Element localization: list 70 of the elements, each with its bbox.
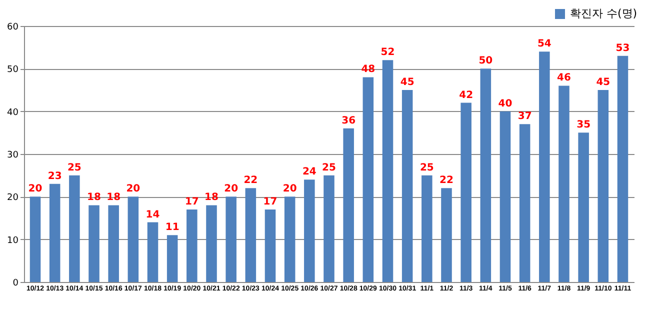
- bar: [519, 124, 530, 282]
- y-tick-label: 20: [7, 193, 19, 204]
- data-label: 48: [361, 64, 376, 76]
- data-label: 54: [537, 38, 552, 50]
- legend-label: 확진자 수(명): [570, 7, 638, 20]
- data-label: 14: [146, 209, 160, 220]
- bar: [108, 205, 119, 282]
- y-tick-label: 10: [7, 236, 19, 246]
- data-label: 20: [224, 184, 238, 195]
- bar: [264, 209, 276, 282]
- data-label: 18: [106, 192, 121, 204]
- bar: [304, 180, 315, 282]
- bar: [382, 60, 394, 282]
- y-tick-label: 60: [7, 22, 19, 32]
- data-label: 46: [557, 72, 571, 84]
- data-label: 20: [126, 184, 140, 195]
- data-label: 17: [184, 196, 199, 208]
- data-label: 22: [244, 175, 258, 186]
- bar: [69, 175, 80, 282]
- bar: [206, 205, 217, 282]
- bar: [245, 188, 256, 282]
- data-label: 24: [302, 166, 316, 178]
- data-label: 45: [596, 77, 610, 88]
- data-label: 23: [48, 170, 62, 182]
- data-label: 40: [498, 98, 512, 110]
- y-tick-label: 40: [7, 108, 19, 118]
- data-label: 25: [67, 162, 82, 174]
- bar: [617, 56, 628, 282]
- bar: [578, 132, 589, 282]
- data-label: 20: [28, 184, 42, 195]
- bar: [30, 196, 41, 282]
- data-label: 36: [342, 115, 356, 126]
- data-label: 37: [518, 111, 532, 122]
- bar: [558, 86, 570, 282]
- bar: [166, 235, 178, 282]
- y-tick-label: 0: [12, 278, 19, 288]
- bar: [49, 184, 60, 282]
- bar: [186, 209, 198, 282]
- bar: [147, 222, 158, 282]
- bar: [500, 111, 511, 282]
- bar: [598, 90, 609, 282]
- data-label: 25: [322, 162, 336, 174]
- data-label: 45: [400, 77, 414, 88]
- data-label: 18: [204, 192, 218, 204]
- bar: [422, 175, 432, 282]
- data-label: 17: [263, 196, 278, 208]
- data-label: 52: [380, 47, 395, 58]
- bar: [460, 102, 472, 282]
- data-label: 53: [616, 42, 630, 54]
- y-tick-label: 50: [7, 65, 19, 76]
- y-tick-label: 30: [7, 150, 19, 160]
- bar: [88, 205, 100, 282]
- data-label: 20: [282, 184, 297, 195]
- bar: [362, 77, 374, 282]
- bar: [441, 188, 452, 282]
- data-label: 18: [87, 192, 102, 204]
- data-label: 50: [478, 56, 493, 67]
- data-label: 35: [576, 120, 591, 131]
- bar: [480, 68, 492, 282]
- bar: [324, 175, 334, 282]
- bar: [128, 196, 139, 282]
- data-label: 22: [440, 175, 454, 186]
- bar: [284, 196, 296, 282]
- data-label: 11: [165, 222, 180, 234]
- bar: [402, 90, 413, 282]
- bar: [226, 196, 236, 282]
- bar: [539, 52, 550, 282]
- data-label: 25: [420, 162, 434, 174]
- bar: [343, 128, 354, 282]
- data-label: 42: [459, 90, 474, 101]
